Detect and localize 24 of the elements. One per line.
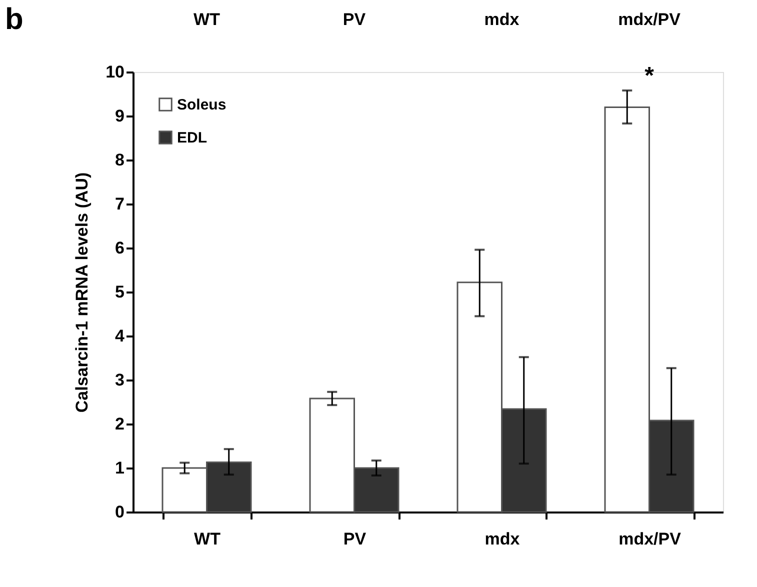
- y-tick-label: 9: [115, 106, 124, 126]
- x-tick-label: mdx/PV: [618, 530, 682, 548]
- y-tick-label: 3: [115, 370, 124, 390]
- text: mdx: [484, 10, 520, 29]
- y-tick-label: 4: [115, 326, 126, 346]
- text: mdx/PV: [618, 10, 682, 29]
- text: b: [5, 3, 24, 36]
- x-tick-label: PV: [343, 530, 367, 548]
- y-tick-label: 7: [115, 194, 124, 214]
- y-tick-label: 0: [115, 502, 124, 522]
- legend-label: EDL: [177, 130, 207, 146]
- x-tick-label: WT: [194, 530, 222, 548]
- y-tick-label: 5: [115, 282, 124, 302]
- y-tick-label: 10: [106, 62, 124, 82]
- legend-label: Soleus: [177, 96, 226, 114]
- y-tick-label: 6: [115, 238, 124, 258]
- y-axis-title: Calsarcin-1 mRNA levels (AU): [72, 172, 92, 413]
- annotation: *: [644, 62, 655, 90]
- y-tick-label: 1: [115, 458, 124, 478]
- text: WT: [194, 10, 221, 29]
- text: PV: [342, 10, 366, 29]
- x-tick-label: mdx: [484, 530, 520, 548]
- y-tick-label: 2: [115, 414, 124, 434]
- y-tick-label: 8: [115, 150, 124, 170]
